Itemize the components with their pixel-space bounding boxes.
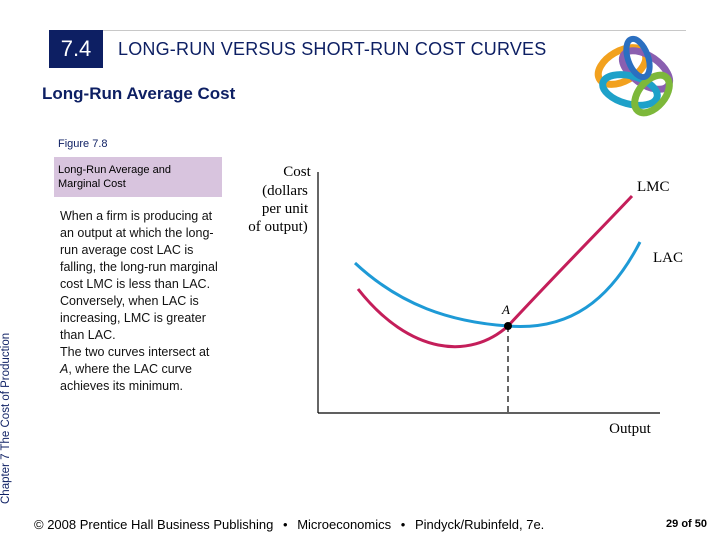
y-axis-label-line-1: Cost bbox=[283, 164, 311, 180]
page-total: 50 bbox=[694, 518, 708, 530]
description-p3-prefix: The two curves intersect at bbox=[60, 345, 210, 359]
footer-separator-1: • bbox=[283, 517, 288, 532]
page-current: 29 bbox=[666, 518, 679, 530]
header-divider bbox=[103, 30, 686, 31]
footer-book: Microeconomics bbox=[297, 517, 392, 532]
footer-authors: Pindyck/Rubinfeld, 7e. bbox=[414, 517, 545, 532]
slide-title: LONG-RUN VERSUS SHORT-RUN COST CURVES bbox=[118, 39, 547, 59]
footer-copyright: © 2008 Prentice Hall Business Publishing bbox=[34, 517, 274, 532]
lac-curve bbox=[353, 241, 642, 329]
page-number: 29 of 50 bbox=[666, 518, 707, 530]
interlocking-rings-logo bbox=[594, 35, 674, 117]
description-p3-point: A bbox=[60, 362, 69, 376]
lmc-label: LMC bbox=[637, 179, 670, 195]
description-paragraph-3: The two curves intersect at A, where the… bbox=[60, 344, 222, 395]
section-number-badge: 7.4 bbox=[49, 30, 103, 68]
footer: © 2008 Prentice Hall Business Publishing… bbox=[34, 517, 544, 532]
slide-subtitle: Long-Run Average Cost bbox=[42, 84, 236, 103]
y-axis-label-line-2: (dollars bbox=[262, 183, 308, 199]
y-axis-label-line-3: per unit bbox=[262, 201, 309, 217]
footer-separator-2: • bbox=[400, 517, 406, 532]
caption-line-1: Long-Run Average and bbox=[58, 164, 171, 176]
description-paragraph-2: Conversely, when LAC is increasing, LMC … bbox=[60, 294, 206, 342]
lac-label: LAC bbox=[653, 250, 683, 266]
figure-caption: Long-Run Average and Marginal Cost bbox=[54, 157, 222, 197]
point-a-marker bbox=[504, 322, 512, 330]
x-axis-label: Output bbox=[609, 421, 652, 437]
description-paragraph-1: When a firm is producing at an output at… bbox=[60, 209, 218, 291]
point-a-label: A bbox=[501, 302, 510, 317]
figure-description: When a firm is producing at an output at… bbox=[60, 208, 222, 395]
section-number: 7.4 bbox=[60, 36, 92, 61]
figure-label: Figure 7.8 bbox=[58, 138, 108, 150]
chapter-label: Chapter 7 The Cost of Production bbox=[0, 332, 12, 504]
cost-curves-chart: Cost (dollars per unit of output) A LMC … bbox=[248, 164, 683, 437]
page-of: of bbox=[681, 518, 692, 530]
description-p3-suffix: , where the LAC curve achieves its minim… bbox=[60, 362, 193, 393]
y-axis-label-line-4: of output) bbox=[248, 219, 308, 235]
caption-line-2: Marginal Cost bbox=[58, 178, 126, 190]
